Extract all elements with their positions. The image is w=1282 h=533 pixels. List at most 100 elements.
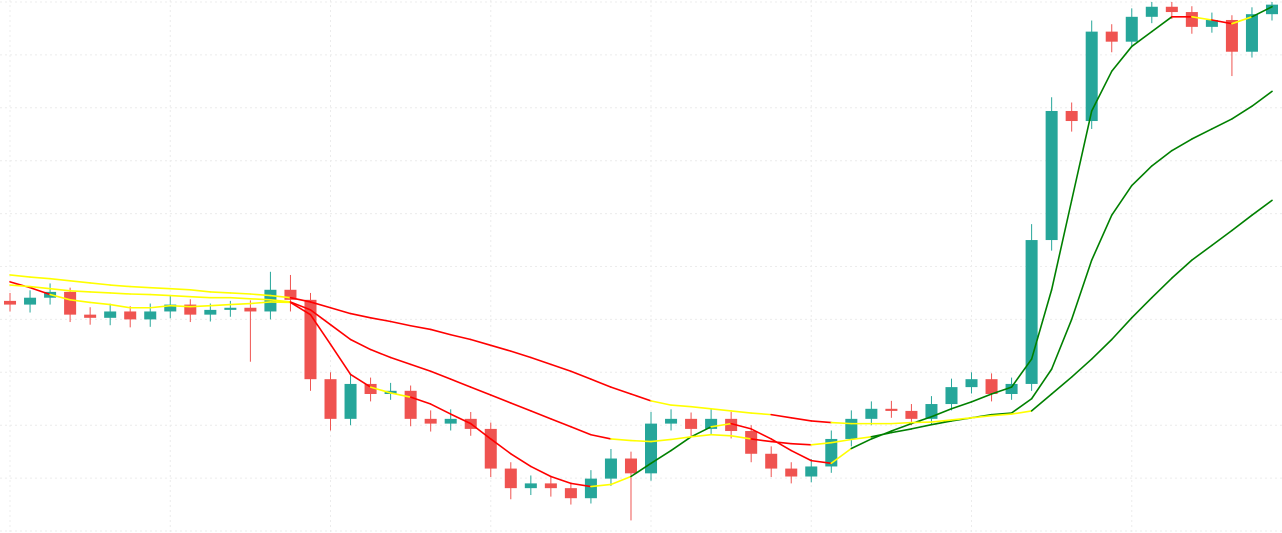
moving-average-segment [550,363,572,373]
moving-average-segment [670,436,692,452]
moving-average-segment [730,434,752,440]
candle-body [1005,383,1018,394]
moving-average-segment [1090,70,1113,112]
moving-average-segment [309,313,332,346]
moving-average-segment [109,292,132,295]
moving-average-segment [650,438,672,443]
candle-body [424,418,437,424]
moving-average-segment [790,416,813,422]
moving-average-segment [890,421,913,425]
moving-average-segment [429,370,452,380]
candle-body [785,468,798,477]
moving-average-segment [1231,16,1253,25]
moving-average-segment [810,459,833,465]
moving-average-segment [1090,214,1113,261]
moving-average-segment [1010,410,1033,415]
moving-average-segment [830,447,853,465]
candle-body [1265,4,1278,15]
moving-average-segment [209,303,232,307]
moving-average-segment [309,301,332,309]
moving-average-segment [1070,259,1093,321]
candle-body [685,418,698,429]
moving-average-segment [1070,358,1093,378]
moving-average-segment [109,284,132,288]
moving-average-segment [570,370,592,380]
moving-average-segment [670,404,692,408]
moving-average-segment [409,363,432,373]
moving-average-segment [690,433,712,438]
candle-body [24,297,37,305]
moving-average-segment [990,386,1013,395]
moving-average-segment [850,436,873,441]
moving-average-segment [169,304,192,308]
candle-body [965,379,978,388]
moving-average-segment [449,333,472,341]
candle-body [1125,16,1138,42]
candle-body [1225,19,1238,52]
candle-body [64,291,77,315]
candle-body [725,418,738,432]
moving-average-segment [369,386,392,394]
moving-average-segment [1251,199,1273,216]
moving-average-segment [349,312,372,319]
moving-average-segment [49,293,71,301]
moving-average-segment [690,425,712,438]
moving-average-segment [1211,19,1233,25]
moving-average-segment [349,373,372,388]
moving-average-segment [570,482,592,488]
moving-average-segment [530,356,552,366]
candle-body [1145,6,1158,17]
moving-average-segment [29,285,51,290]
candle-body [1085,31,1098,122]
moving-average-segment [750,438,773,443]
candle-body [124,311,137,320]
moving-average-segment [1130,165,1153,187]
candle-body [745,431,758,454]
moving-average-segment [690,405,712,410]
moving-average-segment [389,320,412,327]
moving-average-segment [650,400,672,406]
moving-average-segment [69,299,91,304]
moving-average-segment [1231,214,1253,232]
moving-average-segment [750,412,773,416]
candle-body [1045,110,1058,241]
candle-body [84,314,97,318]
moving-average-segment [770,438,793,452]
moving-average-segment [209,291,232,294]
moving-average-segment [489,438,512,455]
moving-average-segment [1130,30,1153,48]
moving-average-segment [930,408,953,418]
moving-average-segment [950,401,973,410]
candle-body [564,488,577,499]
candle-body [224,307,237,310]
moving-average-segment [1110,184,1133,216]
moving-average-segment [830,421,853,425]
candle-body [1065,110,1078,122]
candle-body [1245,14,1258,52]
moving-average-segment [409,396,432,405]
moving-average-segment [189,304,212,308]
moving-average-segment [590,378,612,388]
moving-average-segment [890,422,913,432]
candle-body [1025,240,1038,384]
moving-average-segment [650,449,672,465]
moving-average-segment [389,392,412,398]
moving-average-segment [29,286,51,296]
moving-average-segment [1171,259,1193,279]
moving-average-segment [89,282,111,286]
moving-average-segment [1191,128,1213,140]
moving-average-segment [770,440,793,445]
moving-average-segment [109,303,132,309]
moving-average-segment [49,287,71,292]
candle-body [104,311,117,318]
moving-average-segment [790,449,813,462]
candle-body [524,483,537,489]
moving-average-segment [810,441,833,446]
moving-average-segment [489,394,512,404]
moving-average-segment [1030,393,1053,412]
candle-body [765,453,778,469]
moving-average-segment [389,356,412,366]
moving-average-segment [710,422,732,428]
moving-average-segment [970,393,993,403]
